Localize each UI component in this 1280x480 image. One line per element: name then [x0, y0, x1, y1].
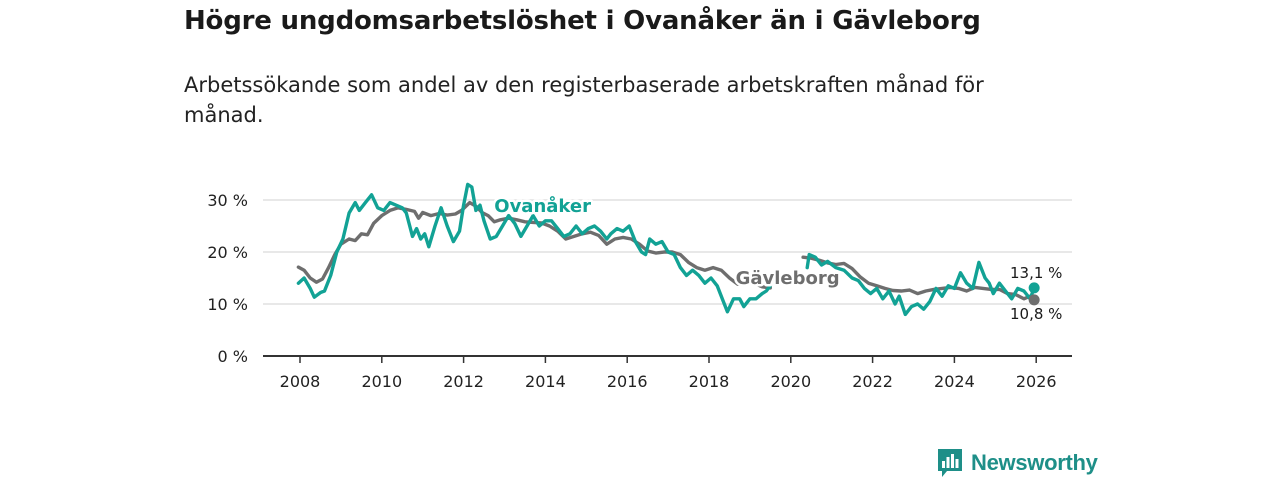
bar-chart-logo-icon: [938, 449, 962, 477]
x-tick-label: 2008: [280, 372, 321, 391]
x-tick-label: 2022: [852, 372, 893, 391]
x-tick-label: 2010: [361, 372, 402, 391]
x-tick-label: 2014: [525, 372, 566, 391]
x-tick-label: 2020: [770, 372, 811, 391]
x-tick-label: 2016: [607, 372, 648, 391]
series-line-ovanaker: [805, 252, 1036, 317]
brand-name: Newsworthy: [971, 450, 1098, 475]
end-label-gavleborg: 10,8 %: [1010, 305, 1062, 323]
gavleborg-end-marker: [1028, 294, 1040, 306]
chart-title: Högre ungdomsarbetslöshet i Ovanåker än …: [184, 6, 981, 36]
x-tick-label: 2018: [689, 372, 730, 391]
series-line-ovanaker: [296, 182, 772, 314]
y-tick-label: 10 %: [207, 295, 248, 314]
chart-subtitle: Arbetssökande som andel av den registerb…: [184, 73, 984, 127]
x-tick-label: 2024: [934, 372, 975, 391]
x-tick-label: 2026: [1016, 372, 1057, 391]
series-label-gavleborg: Gävleborg: [736, 268, 840, 289]
x-tick-label: 2012: [443, 372, 484, 391]
y-tick-label: 20 %: [207, 243, 248, 262]
series-label-ovanaker: Ovanåker: [494, 195, 591, 217]
y-tick-label: 0 %: [218, 347, 248, 366]
series-line-gavleborg: [801, 255, 1036, 302]
y-tick-label: 30 %: [207, 191, 248, 210]
newsworthy-brand[interactable]: Newsworthy: [937, 448, 1098, 478]
ovanaker-end-marker: [1028, 282, 1040, 294]
end-label-ovanaker: 13,1 %: [1010, 264, 1062, 282]
